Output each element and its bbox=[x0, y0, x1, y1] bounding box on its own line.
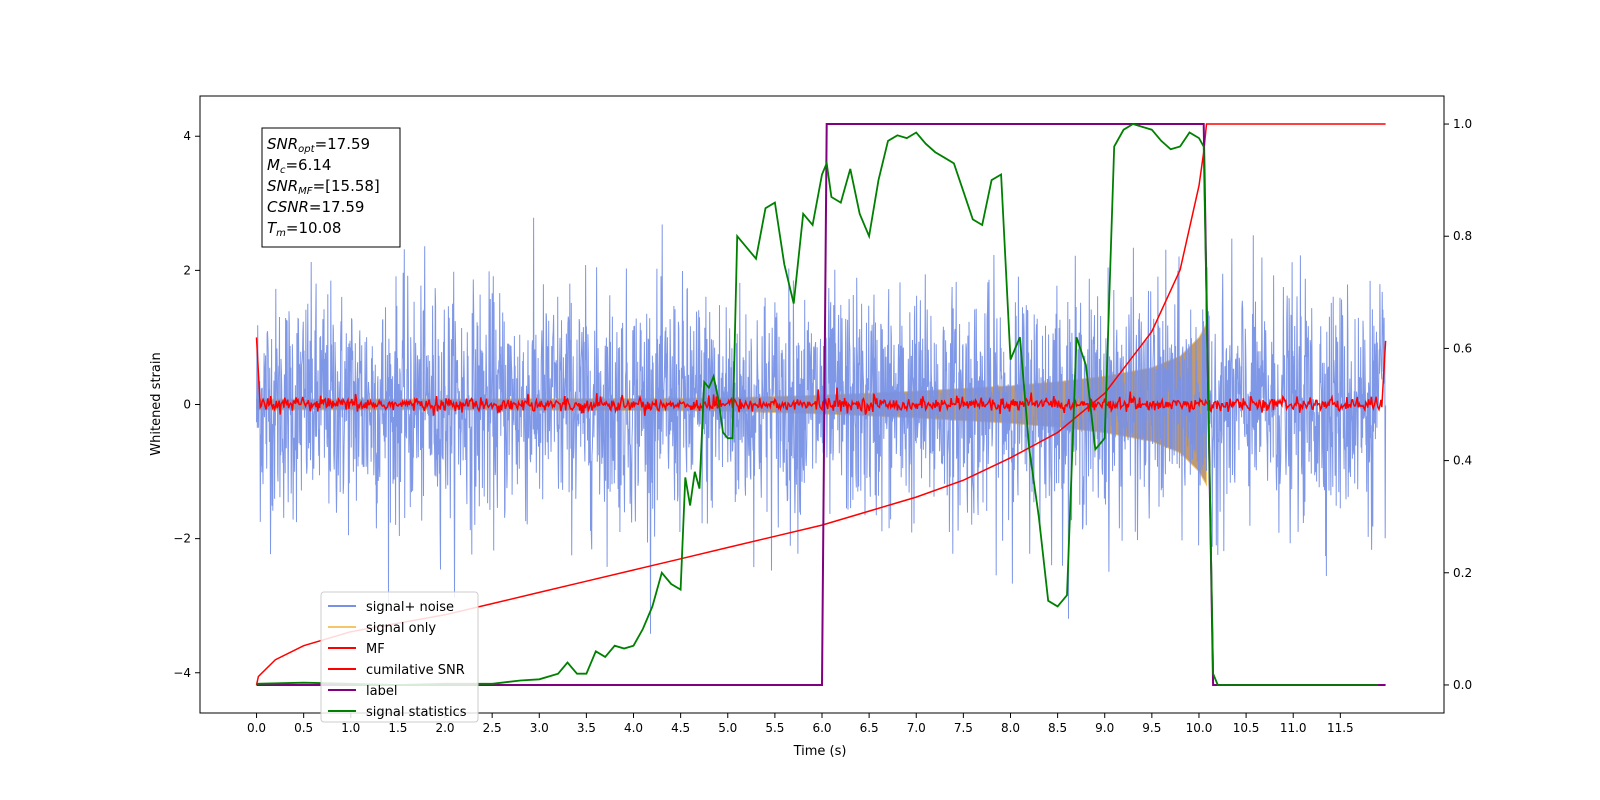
x-tick-label: 0.5 bbox=[294, 721, 313, 735]
legend-label: label bbox=[366, 684, 397, 699]
legend-label: signal statistics bbox=[366, 705, 467, 720]
x-tick-label: 10.5 bbox=[1233, 721, 1260, 735]
legend-label: cumilative SNR bbox=[366, 663, 465, 678]
right-y-axis-ticks: 0.0 0.2 0.4 0.6 0.8 1.0 bbox=[1444, 117, 1472, 692]
x-axis-ticks: 0.0 0.5 1.0 1.5 2.0 2.5 3.0 3.5 4.0 4.5 5.0 5.5 6.0 6… bbox=[247, 713, 1354, 735]
x-tick-label: 8.5 bbox=[1048, 721, 1067, 735]
x-tick-label: 10.0 bbox=[1186, 721, 1213, 735]
left-y-axis-ticks: −4 −2 0 2 4 bbox=[173, 129, 200, 680]
x-tick-label: 0.0 bbox=[247, 721, 266, 735]
annotation-line: CSNR=17.59 bbox=[267, 198, 364, 216]
legend-label: signal only bbox=[366, 621, 436, 636]
annotation-line: Tm=10.08 bbox=[267, 219, 341, 239]
x-tick-label: 9.5 bbox=[1142, 721, 1161, 735]
left-y-tick-label: 0 bbox=[183, 398, 191, 412]
right-y-tick-label: 0.2 bbox=[1453, 566, 1472, 580]
left-y-tick-label: −2 bbox=[173, 532, 191, 546]
x-tick-label: 7.5 bbox=[954, 721, 973, 735]
right-y-tick-label: 1.0 bbox=[1453, 117, 1472, 131]
x-axis-label: Time (s) bbox=[793, 744, 847, 759]
legend: signal+ noise signal only MF cumilative SNR… bbox=[320, 591, 479, 723]
x-tick-label: 2.0 bbox=[435, 721, 454, 735]
x-tick-label: 6.0 bbox=[812, 721, 831, 735]
y-axis-label: Whitened strain bbox=[149, 352, 164, 455]
right-y-tick-label: 0.6 bbox=[1453, 341, 1472, 355]
x-tick-label: 1.0 bbox=[341, 721, 360, 735]
x-tick-label: 1.5 bbox=[388, 721, 407, 735]
right-y-tick-label: 0.0 bbox=[1453, 678, 1472, 692]
x-tick-label: 3.0 bbox=[530, 721, 549, 735]
mf-series bbox=[255, 337, 1387, 416]
annotation-line: SNRMF=[15.58] bbox=[267, 177, 380, 197]
signal-statistics-series bbox=[256, 123, 1378, 686]
x-tick-label: 6.5 bbox=[860, 721, 879, 735]
left-y-tick-label: 4 bbox=[183, 129, 191, 143]
x-tick-label: 2.5 bbox=[483, 721, 502, 735]
x-tick-label: 4.5 bbox=[671, 721, 690, 735]
legend-label: signal+ noise bbox=[366, 600, 454, 615]
x-tick-label: 5.0 bbox=[718, 721, 737, 735]
x-tick-label: 9.0 bbox=[1095, 721, 1114, 735]
legend-label: MF bbox=[366, 642, 385, 657]
annotation-line: SNRopt=17.59 bbox=[267, 135, 370, 155]
x-tick-label: 11.5 bbox=[1327, 721, 1354, 735]
right-y-tick-label: 0.8 bbox=[1453, 229, 1472, 243]
right-y-tick-label: 0.4 bbox=[1453, 454, 1472, 468]
x-tick-label: 11.0 bbox=[1280, 721, 1307, 735]
x-tick-label: 4.0 bbox=[624, 721, 643, 735]
metrics-annotation-box: SNRopt=17.59Mc=6.14SNRMF=[15.58]CSNR=17.… bbox=[261, 127, 401, 248]
left-y-tick-label: 2 bbox=[183, 263, 191, 277]
left-y-tick-label: −4 bbox=[173, 666, 191, 680]
x-tick-label: 8.0 bbox=[1001, 721, 1020, 735]
annotation-line: Mc=6.14 bbox=[267, 156, 331, 176]
x-tick-label: 3.5 bbox=[577, 721, 596, 735]
x-tick-label: 7.0 bbox=[907, 721, 926, 735]
x-tick-label: 5.5 bbox=[765, 721, 784, 735]
